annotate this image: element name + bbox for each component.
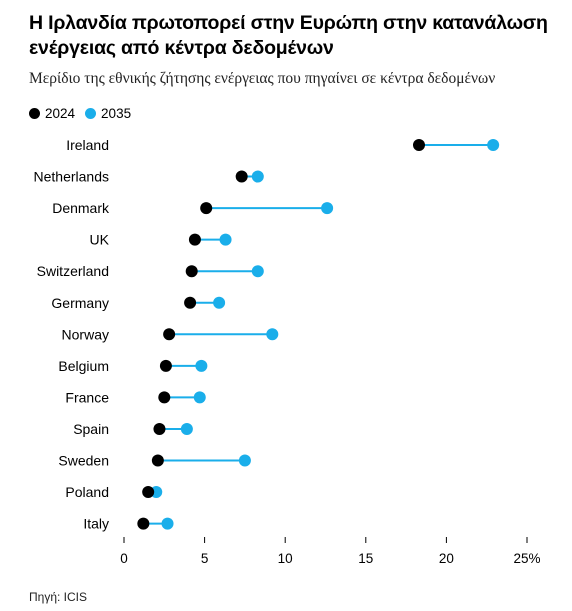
point-2024-spain <box>153 422 166 435</box>
x-tick-label-10: 10 <box>278 551 293 566</box>
category-label-germany: Germany <box>51 295 109 311</box>
point-2024-denmark <box>200 202 213 215</box>
point-2024-germany <box>184 296 197 309</box>
point-2024-uk <box>188 233 201 246</box>
category-label-denmark: Denmark <box>52 200 110 216</box>
point-2035-sweden <box>238 454 251 467</box>
legend-marker-2035 <box>85 108 97 119</box>
point-2035-spain <box>180 422 193 435</box>
chart-title: Η Ιρλανδία πρωτοπορεί στην Ευρώπη στην κ… <box>29 12 548 59</box>
legend-label-2035: 2035 <box>101 106 132 121</box>
point-2024-switzerland <box>185 265 198 278</box>
point-2024-ireland <box>412 139 425 151</box>
chart-subtitle: Μερίδιο της εθνικής ζήτησης ενέργειας πο… <box>29 70 496 87</box>
category-label-netherlands: Netherlands <box>34 169 110 185</box>
legend-label-2024: 2024 <box>45 106 76 121</box>
point-2024-france <box>158 391 171 404</box>
point-2035-denmark <box>321 202 334 215</box>
point-2035-belgium <box>195 359 208 372</box>
legend: 2024 2035 <box>29 106 141 121</box>
category-label-france: France <box>65 389 109 405</box>
point-2035-switzerland <box>251 265 264 278</box>
category-label-uk: UK <box>90 232 110 248</box>
legend-item-2024: 2024 <box>29 106 75 121</box>
legend-item-2035: 2035 <box>85 106 131 121</box>
category-label-poland: Poland <box>65 484 109 500</box>
category-label-belgium: Belgium <box>58 358 109 374</box>
x-tick-label-0: 0 <box>120 551 128 566</box>
x-tick-label-20: 20 <box>439 551 454 566</box>
category-label-switzerland: Switzerland <box>37 263 109 279</box>
category-label-italy: Italy <box>83 516 109 532</box>
source-note: Πηγή: ICIS <box>29 590 88 604</box>
point-2024-poland <box>142 486 155 499</box>
point-2024-norway <box>163 328 176 341</box>
point-2035-france <box>193 391 206 404</box>
category-label-sweden: Sweden <box>58 453 109 469</box>
category-label-spain: Spain <box>73 421 109 437</box>
point-2024-sweden <box>151 454 164 467</box>
x-tick-label-25: 25% <box>513 551 540 566</box>
point-2024-italy <box>137 517 150 530</box>
point-2035-norway <box>266 328 279 341</box>
category-label-ireland: Ireland <box>66 137 109 153</box>
category-label-norway: Norway <box>62 326 109 342</box>
x-tick-label-5: 5 <box>201 551 209 566</box>
point-2035-germany <box>213 296 226 309</box>
x-tick-label-15: 15 <box>358 551 373 566</box>
point-2035-italy <box>161 517 174 530</box>
point-2035-uk <box>219 233 232 246</box>
legend-marker-2024 <box>29 108 40 119</box>
point-2035-netherlands <box>251 170 264 183</box>
point-2035-ireland <box>487 139 500 151</box>
point-2024-netherlands <box>235 170 248 183</box>
point-2024-belgium <box>159 359 172 372</box>
